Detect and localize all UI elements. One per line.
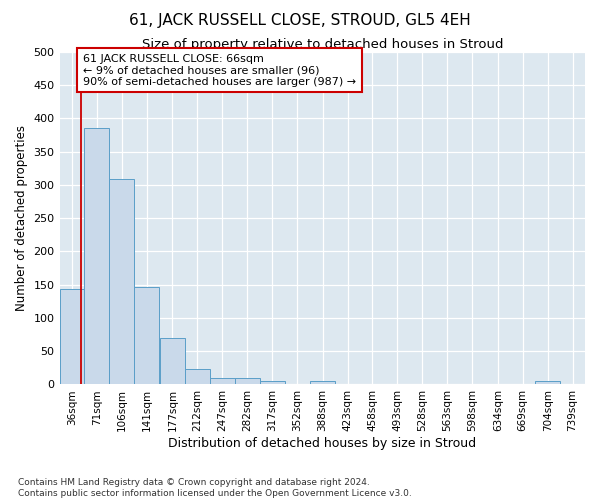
Bar xyxy=(310,381,335,384)
Bar xyxy=(160,338,185,384)
Text: 61 JACK RUSSELL CLOSE: 66sqm
← 9% of detached houses are smaller (96)
90% of sem: 61 JACK RUSSELL CLOSE: 66sqm ← 9% of det… xyxy=(83,54,356,87)
Bar xyxy=(109,179,134,384)
Title: Size of property relative to detached houses in Stroud: Size of property relative to detached ho… xyxy=(142,38,503,51)
Bar xyxy=(185,369,210,384)
Bar xyxy=(59,290,85,384)
X-axis label: Distribution of detached houses by size in Stroud: Distribution of detached houses by size … xyxy=(168,437,476,450)
Bar xyxy=(134,286,159,384)
Y-axis label: Number of detached properties: Number of detached properties xyxy=(15,125,28,311)
Bar xyxy=(235,378,260,384)
Bar xyxy=(535,381,560,384)
Bar xyxy=(260,381,284,384)
Bar xyxy=(85,128,109,384)
Bar xyxy=(210,378,235,384)
Text: 61, JACK RUSSELL CLOSE, STROUD, GL5 4EH: 61, JACK RUSSELL CLOSE, STROUD, GL5 4EH xyxy=(129,12,471,28)
Text: Contains HM Land Registry data © Crown copyright and database right 2024.
Contai: Contains HM Land Registry data © Crown c… xyxy=(18,478,412,498)
